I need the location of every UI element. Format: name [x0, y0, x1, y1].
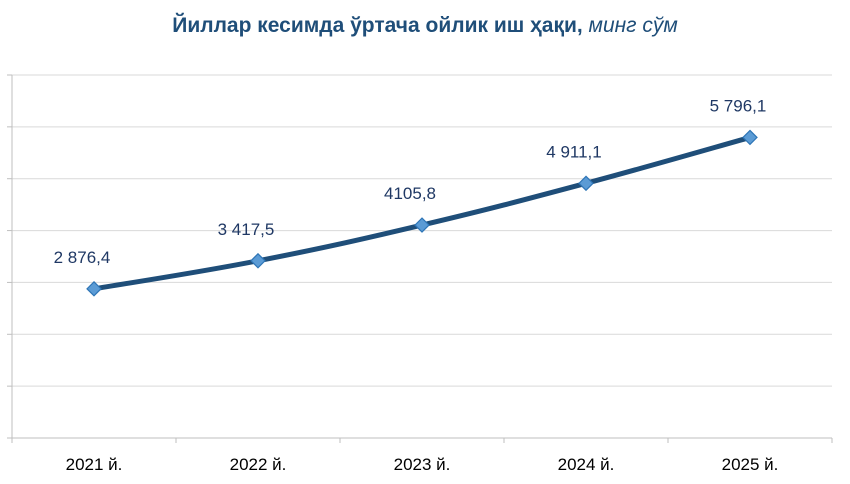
data-point-marker: [414, 217, 430, 233]
data-label: 3 417,5: [218, 220, 275, 239]
axes: [7, 74, 833, 443]
labels: 2021 й. 2022 й. 2023 й. 2024 й. 2025 й. 2 876…: [54, 96, 779, 474]
x-tick-label: 2021 й.: [66, 455, 123, 474]
x-tick-label: 2025 й.: [722, 455, 779, 474]
x-tick-label: 2023 й.: [394, 455, 451, 474]
series-line: [91, 134, 753, 292]
chart-title-main: Йиллар кесимда ўртача ойлик иш ҳақи,: [172, 14, 583, 37]
data-label: 4 911,1: [546, 142, 601, 161]
series: [86, 129, 758, 297]
data-point-marker: [742, 129, 758, 146]
data-point-marker: [578, 175, 594, 192]
data-point-marker: [86, 280, 102, 297]
data-label: 2 876,4: [54, 248, 111, 267]
x-tick-label: 2022 й.: [230, 455, 287, 474]
data-point-marker: [250, 252, 266, 269]
chart-title-unit: минг сўм: [588, 14, 678, 37]
data-label: 4105,8: [384, 184, 436, 203]
chart-title: Йиллар кесимда ўртача ойлик иш ҳақи, мин…: [0, 14, 850, 38]
x-tick-label: 2024 й.: [558, 455, 615, 474]
data-label: 5 796,1: [710, 96, 767, 115]
